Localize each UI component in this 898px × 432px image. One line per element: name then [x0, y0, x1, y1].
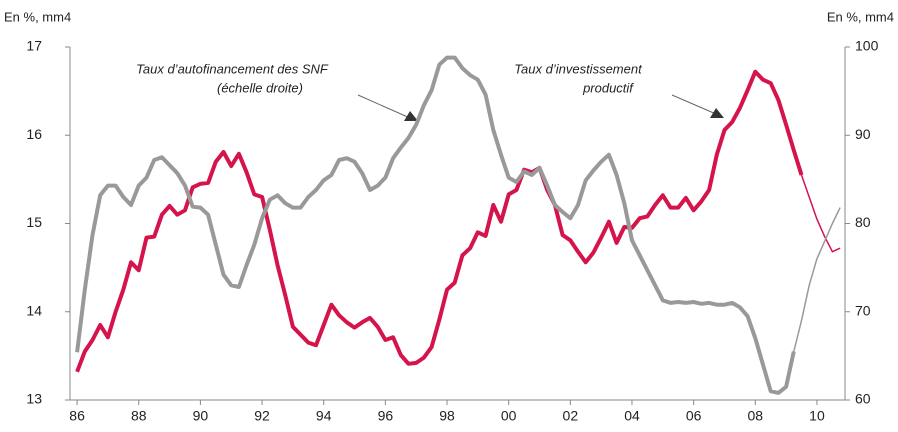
annotation: productif	[582, 80, 634, 95]
annotation: Taux d’autofinancement des SNF	[136, 61, 329, 76]
x-tick-label: 98	[439, 408, 455, 424]
x-tick-label: 00	[501, 408, 517, 424]
arrow-head	[710, 108, 724, 118]
x-tick-label: 86	[69, 408, 85, 424]
y2-tick-label: 80	[855, 214, 871, 230]
arrow-head	[404, 111, 418, 121]
x-tick-label: 90	[193, 408, 209, 424]
x-tick-label: 88	[131, 408, 147, 424]
y-tick-label: 16	[26, 126, 42, 142]
arrow	[357, 94, 411, 119]
y-tick-label: 14	[26, 302, 42, 318]
series-line	[75, 69, 804, 373]
y-axis-label: En %, mm4	[4, 9, 71, 24]
annotation: Taux d’investissement	[514, 61, 643, 76]
annotation: (échelle droite)	[217, 80, 303, 95]
y2-axis-label: En %, mm4	[827, 9, 894, 24]
series-line-forecast	[800, 174, 841, 253]
series-line-forecast	[793, 207, 841, 352]
y2-tick-label: 70	[855, 302, 871, 318]
y2-tick-label: 90	[855, 126, 871, 142]
x-tick-label: 96	[378, 408, 394, 424]
x-tick-label: 08	[748, 408, 764, 424]
y2-tick-label: 100	[855, 38, 879, 54]
y-tick-label: 13	[26, 391, 42, 407]
x-tick-label: 02	[563, 408, 579, 424]
y-tick-label: 17	[26, 38, 42, 54]
series-line	[75, 55, 796, 395]
arrow	[671, 94, 717, 115]
x-tick-label: 92	[254, 408, 270, 424]
x-tick-label: 06	[686, 408, 702, 424]
x-tick-label: 04	[624, 408, 640, 424]
y2-tick-label: 60	[855, 391, 871, 407]
x-tick-label: 10	[809, 408, 825, 424]
x-tick-label: 94	[316, 408, 332, 424]
y-tick-label: 15	[26, 214, 42, 230]
